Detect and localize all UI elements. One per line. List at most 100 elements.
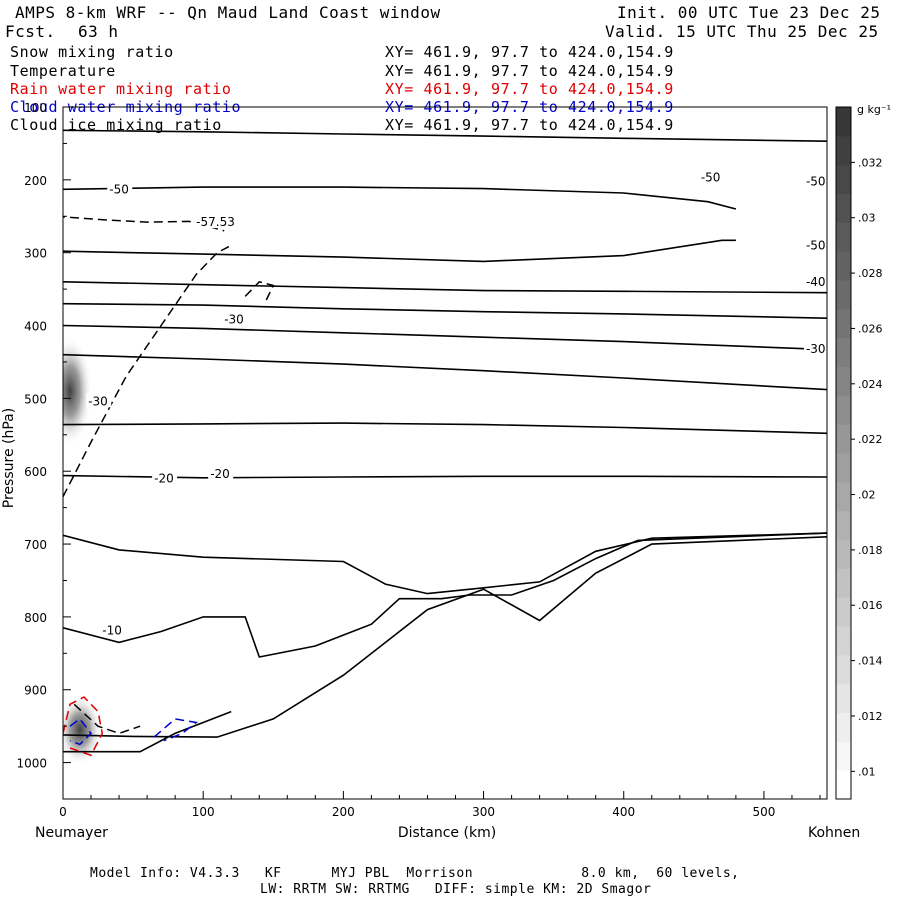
colorbar-segment xyxy=(836,280,851,310)
y-tick-label: 700 xyxy=(24,538,47,552)
isotherm-line-8 xyxy=(63,474,827,479)
colorbar-tick-label: .022 xyxy=(858,433,883,446)
contour-label: -50 xyxy=(109,182,129,196)
y-tick-label: 1000 xyxy=(16,757,47,771)
snow-contour-3 xyxy=(73,703,141,735)
contour-label-bg xyxy=(803,173,829,188)
colorbar-tick-label: .018 xyxy=(858,544,883,557)
snow-contour-1 xyxy=(63,216,225,232)
forecast-value: 63 h xyxy=(78,22,119,41)
footer-model-info: Model Info: V4.3.3 KF MYJ PBL Morrison 8… xyxy=(90,866,740,881)
temperature-contours xyxy=(63,129,827,753)
isotherm-line-3 xyxy=(63,281,827,294)
isotherm-line-1 xyxy=(63,186,737,210)
y-tick-label: 900 xyxy=(24,684,47,698)
colorbar-frame xyxy=(835,106,852,800)
colorbar-tick-label: .03 xyxy=(858,212,876,225)
cloud-water-contour-0 xyxy=(69,717,93,746)
contour-label: -20 xyxy=(210,467,230,481)
contour-label-bg xyxy=(194,214,241,229)
valid-time: Valid. 15 UTC Thu 25 Dec 25 xyxy=(605,22,879,41)
contour-label-bg xyxy=(107,181,133,196)
contour-label-bg xyxy=(100,622,126,637)
y-axis-ticks: 100 200 300 400 500 600 700 800 900 1000 xyxy=(16,101,71,771)
snow-shading xyxy=(63,336,102,765)
x-tick-label: 300 xyxy=(472,805,495,819)
contour-label: -40 xyxy=(806,275,826,289)
contour-label-bg xyxy=(152,470,178,485)
plot-frame xyxy=(62,106,828,800)
colorbar-tick-label: .016 xyxy=(858,599,883,612)
snow-contour-2 xyxy=(244,280,275,301)
colorbar-segment xyxy=(836,683,851,713)
legend-temperature-name: Temperature xyxy=(10,62,116,80)
footer-physics-info: LW: RRTM SW: RRTMG DIFF: simple KM: 2D S… xyxy=(260,882,652,897)
init-time: Init. 00 UTC Tue 23 Dec 25 xyxy=(617,3,881,22)
colorbar-segment xyxy=(836,510,851,540)
y-axis-label: Pressure (hPa) xyxy=(1,408,17,508)
contour-label-bg xyxy=(86,393,112,408)
contour-label: -20 xyxy=(154,471,174,485)
colorbar-segment xyxy=(836,251,851,281)
isotherm-line-11 xyxy=(63,536,827,738)
snow-blob-0 xyxy=(63,336,93,447)
contour-label-bg xyxy=(208,466,234,481)
y-tick-label: 200 xyxy=(24,174,47,188)
colorbar-segment xyxy=(836,654,851,685)
contour-label-bg xyxy=(803,273,829,288)
legend-rain-name: Rain water mixing ratio xyxy=(10,80,232,98)
contour-label: -50 xyxy=(806,238,826,252)
contour-label-bg xyxy=(698,169,724,184)
snow-contour-0 xyxy=(63,244,232,498)
rain-contour-0 xyxy=(63,696,104,757)
isotherm-line-6 xyxy=(63,353,827,391)
colorbar-segment xyxy=(836,337,851,367)
colorbar-segment xyxy=(836,626,851,656)
isotherm-line-2 xyxy=(63,239,736,263)
y-tick-label: 600 xyxy=(24,465,47,479)
contour-label: -50 xyxy=(806,174,826,188)
mixing-ratio-contours xyxy=(63,216,275,757)
y-tick-label: 800 xyxy=(24,611,47,625)
colorbar-segment xyxy=(836,135,851,166)
legend-cloudice-name: Cloud ice mixing ratio xyxy=(10,116,222,134)
colorbar-tick-label: .032 xyxy=(858,156,883,169)
colorbar-segment xyxy=(836,164,851,194)
forecast-label: Fcst. xyxy=(5,22,56,41)
x-axis-label: Distance (km) xyxy=(398,825,496,841)
colorbar-segment xyxy=(836,107,851,137)
y-tick-label: 500 xyxy=(24,392,47,406)
contour-label: -30 xyxy=(224,313,244,327)
isotherm-line-4 xyxy=(63,302,827,319)
colorbar-segment xyxy=(836,453,851,483)
colorbar-tick-label: .026 xyxy=(858,322,883,335)
contour-label-bg xyxy=(222,311,248,326)
legend-rain-xy: XY= 461.9, 97.7 to 424.0,154.9 xyxy=(385,80,674,98)
colorbar-segment xyxy=(836,193,851,223)
contour-labels: -50 -50 -50 -50 -40 -30 -30 -30 -20 -20 -10 -57.53 xyxy=(86,169,829,638)
contour-label: -57.53 xyxy=(196,215,235,229)
colorbar-segment xyxy=(836,424,851,454)
colorbar-tick-label: .024 xyxy=(858,378,883,391)
contour-label: -30 xyxy=(88,394,108,408)
x-tick-label: 100 xyxy=(192,805,215,819)
colorbar-segment xyxy=(836,539,851,569)
isotherm-line-9 xyxy=(63,532,827,595)
isotherm-line-5 xyxy=(63,324,827,351)
colorbar-segment xyxy=(836,741,851,771)
isotherm-line-0 xyxy=(63,129,827,142)
colorbar-segment xyxy=(836,308,851,339)
x-tick-label: 0 xyxy=(59,805,67,819)
x-tick-label: 400 xyxy=(612,805,635,819)
contour-label-bg xyxy=(803,237,829,252)
colorbar-segment xyxy=(836,770,851,800)
colorbar-unit: g kg⁻¹ xyxy=(857,103,891,116)
colorbar-segment xyxy=(836,222,851,252)
isotherm-line-12 xyxy=(63,710,232,753)
contour-label: -50 xyxy=(701,171,721,185)
x-start-label: Neumayer xyxy=(35,825,108,841)
x-end-label: Kohnen xyxy=(808,825,860,841)
contour-label: -10 xyxy=(102,624,122,638)
colorbar: .01 .012 .014 .016 .018 .02 .022 .024 .026 .028 .0… xyxy=(835,106,883,800)
